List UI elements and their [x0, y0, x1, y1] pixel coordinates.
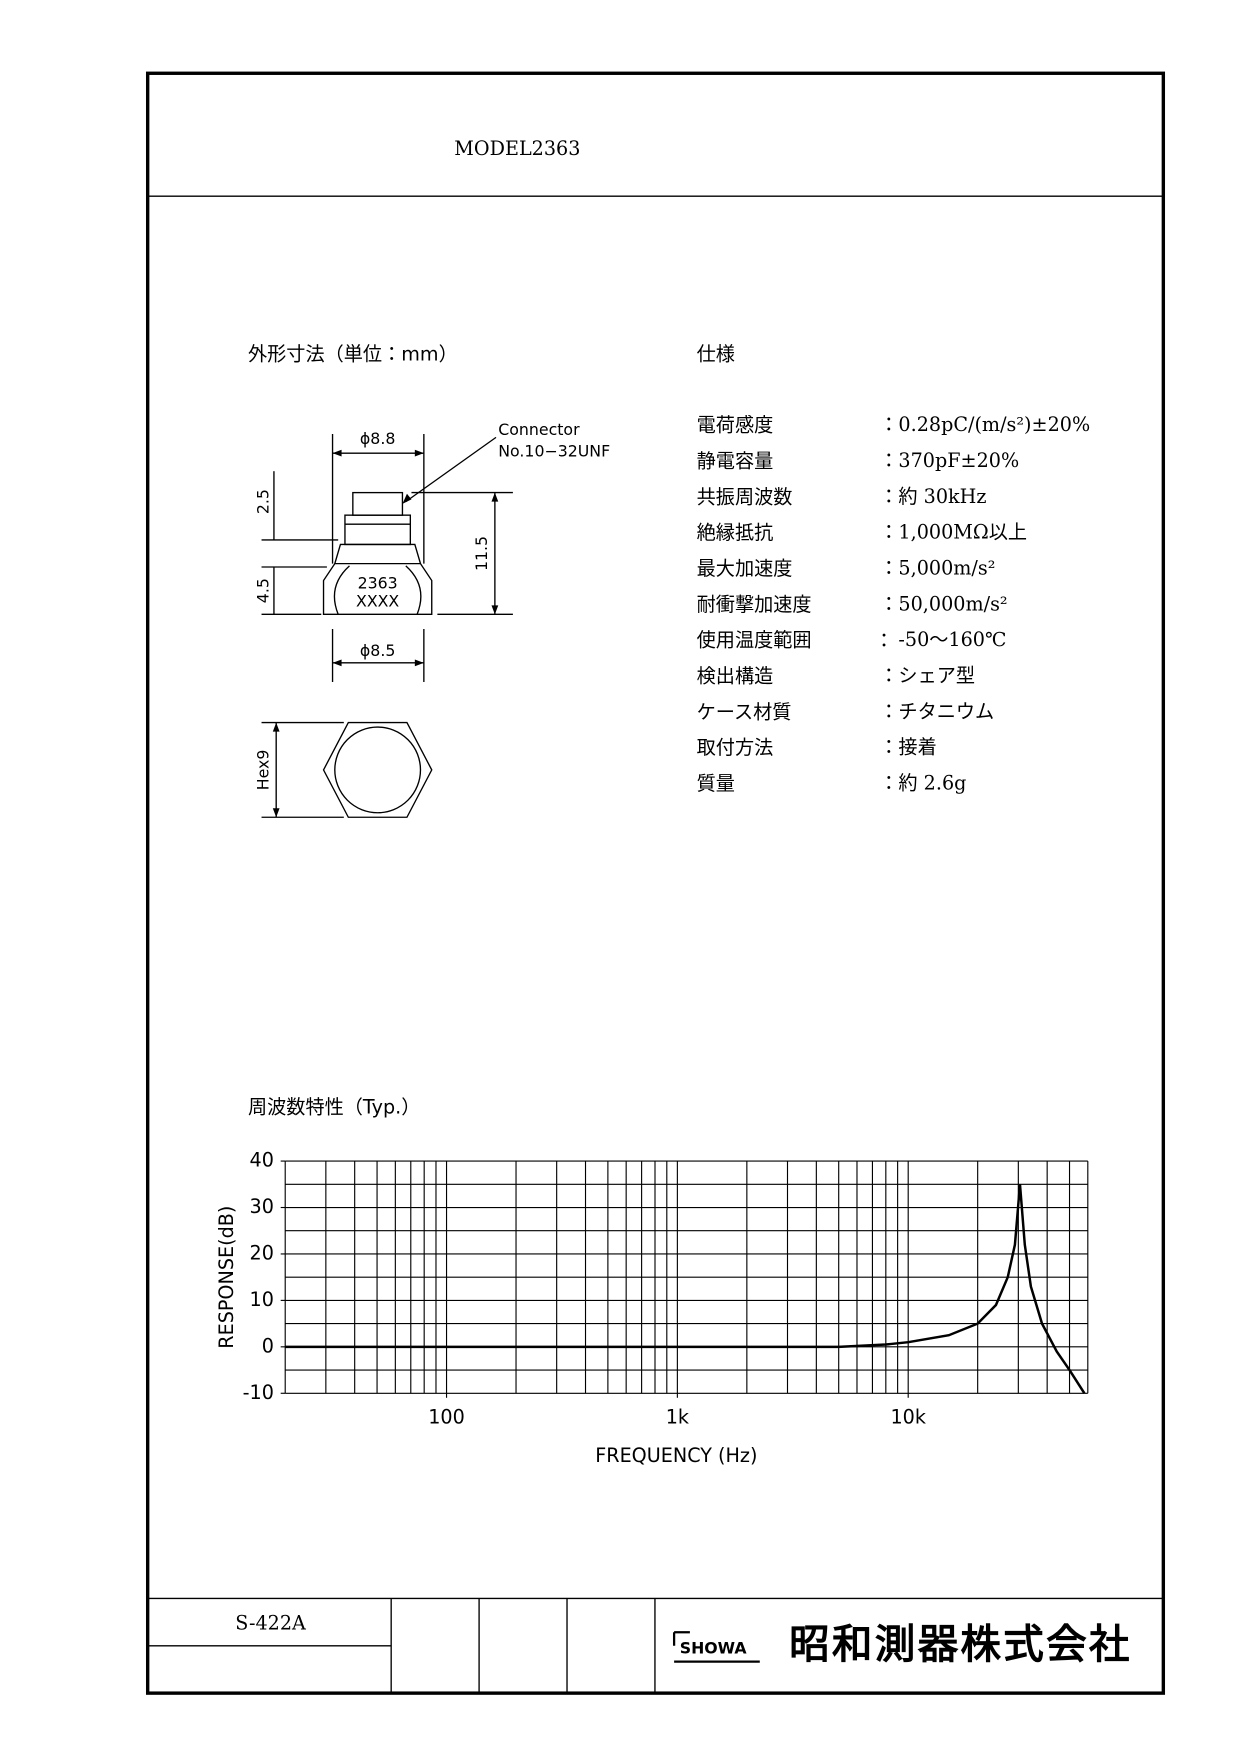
dimension-label: 2.5 [253, 489, 272, 514]
company-name: 昭和測器株式会社 [789, 1620, 1132, 1668]
spec-value: ：シェア型 [879, 664, 975, 687]
spec-label: 使用温度範囲 [697, 629, 812, 652]
spec-label: 取付方法 [697, 736, 774, 759]
response-curve [285, 1184, 1086, 1394]
chart-title: 周波数特性（Typ.） [248, 1096, 420, 1119]
specs-title: 仕様 [697, 343, 735, 366]
chart: -10 0 10 20 30 40 100 1k 10k [243, 1149, 1089, 1429]
y-axis-label: RESPONSE(dB) [215, 1206, 238, 1349]
x-tick-label: 10k [890, 1406, 926, 1429]
x-tick-label: 100 [428, 1406, 465, 1429]
spec-label: 絶縁抵抗 [697, 521, 774, 544]
spec-label: 電荷感度 [697, 414, 774, 437]
spec-value: ：5,000m/s² [879, 556, 995, 579]
spec-value: ：接着 [879, 736, 936, 759]
spec-value: ：50,000m/s² [879, 592, 1007, 615]
connector-label: Connector [498, 420, 580, 439]
spec-label: 検出構造 [697, 665, 774, 688]
dimension-label: ϕ8.8 [360, 429, 395, 448]
dimension-label: 4.5 [253, 578, 272, 603]
spec-value: ：-50〜160℃ [879, 628, 1006, 651]
y-tick-label: 40 [250, 1149, 274, 1172]
y-tick-label: 20 [250, 1241, 274, 1264]
footer-table [147, 1597, 1164, 1694]
y-tick-label: 0 [262, 1334, 274, 1357]
spec-table: 電荷感度 ：0.28pC/(m/s²)±20% 静電容量 ：370pF±20% 共振周波… [697, 413, 1091, 795]
dimension-label: ϕ8.5 [360, 641, 395, 660]
document-code: S-422A [235, 1611, 307, 1634]
marking: XXXX [356, 591, 399, 610]
spec-value: ：約 2.6g [879, 772, 966, 795]
spec-label: ケース材質 [697, 700, 792, 723]
spec-value: ：0.28pC/(m/s²)±20% [879, 413, 1090, 436]
y-tick-label: 30 [250, 1195, 274, 1218]
dimension-label: Hex9 [253, 750, 272, 791]
spec-value: ：1,000MΩ以上 [879, 521, 1027, 544]
x-tick-label: 1k [666, 1406, 690, 1429]
spec-label: 質量 [697, 772, 735, 795]
spec-label: 最大加速度 [697, 557, 793, 580]
spec-value: ：チタニウム [879, 700, 994, 723]
dimension-label: 11.5 [472, 536, 491, 571]
y-tick-label: 10 [250, 1288, 274, 1311]
model: MODEL2363 [454, 137, 580, 160]
thread-label: No.10−32UNF [498, 442, 610, 461]
dimensions-title: 外形寸法（単位：mm） [248, 343, 458, 366]
x-axis-label: FREQUENCY (Hz) [595, 1444, 757, 1467]
spec-value: ：370pF±20% [879, 449, 1019, 472]
logo: SHOWA [680, 1639, 748, 1658]
spec-label: 耐衝撃加速度 [697, 593, 812, 616]
y-tick-label: -10 [243, 1381, 274, 1404]
spec-value: ：約 30kHz [879, 485, 986, 508]
marking: 2363 [358, 573, 398, 592]
spec-label: 共振周波数 [697, 485, 793, 508]
spec-label: 静電容量 [697, 449, 774, 472]
sensor-drawing [261, 433, 513, 818]
